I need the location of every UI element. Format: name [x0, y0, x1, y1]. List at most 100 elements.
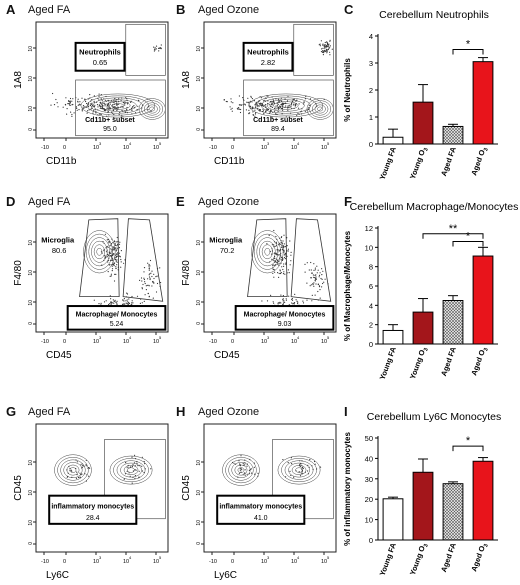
event-dot — [111, 251, 113, 253]
event-dot — [100, 98, 102, 100]
inflammatory-label-box — [216, 494, 306, 525]
event-dot — [254, 109, 256, 111]
event-dot — [117, 253, 119, 255]
event-dot — [326, 44, 329, 46]
event-dot — [263, 113, 265, 115]
event-dot — [110, 303, 112, 305]
event-dot — [326, 51, 328, 53]
event-dot — [298, 107, 300, 109]
x-tick-exponent: 4 — [297, 335, 300, 340]
event-dot — [272, 264, 274, 266]
y-tick-label: 10 — [28, 520, 34, 526]
event-dot — [329, 39, 331, 41]
event-dot — [259, 108, 261, 111]
event-dot — [259, 104, 261, 106]
x-tick-group: Young FA — [378, 145, 398, 181]
event-dot — [110, 252, 112, 254]
event-dot — [276, 254, 278, 256]
x-tick-exponent: 3 — [267, 141, 270, 146]
event-dot — [322, 50, 324, 52]
event-dot — [278, 302, 280, 304]
x-tick-label: 10 — [291, 339, 297, 345]
event-dot — [112, 299, 114, 301]
event-dot — [134, 454, 136, 456]
x-tick-label: 10 — [321, 339, 327, 345]
event-dot — [75, 106, 77, 108]
contour-line — [105, 101, 131, 110]
x-tick-label: 10 — [261, 339, 267, 345]
event-dot — [287, 461, 289, 464]
event-dot — [132, 464, 134, 466]
microglia-gate — [247, 218, 288, 297]
event-dot — [62, 106, 64, 108]
event-dot — [112, 264, 114, 266]
event-dot — [279, 106, 281, 108]
bar-aged-o3 — [472, 460, 494, 541]
event-dot — [88, 103, 90, 105]
contour-line — [66, 464, 80, 476]
contour-line — [254, 95, 317, 116]
event-dot — [108, 264, 110, 266]
y-tick-label: 2 — [369, 321, 373, 330]
event-dot — [77, 100, 79, 102]
contour-line — [251, 230, 284, 274]
event-dot — [291, 102, 293, 104]
event-dot — [288, 295, 290, 297]
event-dot — [321, 268, 323, 270]
event-dot — [143, 277, 145, 279]
event-dot — [151, 270, 153, 272]
neutrophil-gate — [293, 23, 334, 76]
contour-line — [261, 244, 273, 260]
event-dot — [104, 256, 107, 258]
neutrophil-label-box — [74, 41, 126, 72]
event-dot — [155, 276, 157, 278]
event-dot — [291, 299, 294, 301]
event-dot — [148, 274, 150, 276]
event-dot — [322, 43, 324, 45]
event-dot — [271, 244, 273, 246]
event-dot — [130, 107, 132, 109]
event-dot — [313, 285, 315, 287]
event-dot — [108, 241, 110, 243]
x-tick-group: Young FA — [378, 345, 398, 381]
event-dot — [136, 295, 139, 297]
event-dot — [285, 105, 287, 107]
y-tick-label: 30 — [365, 475, 373, 484]
event-dot — [156, 275, 158, 277]
event-dot — [66, 108, 68, 110]
event-dot — [134, 475, 137, 477]
contour-line — [86, 95, 149, 116]
event-dot — [310, 284, 312, 286]
event-dot — [115, 260, 117, 262]
event-dot — [75, 477, 78, 479]
event-dot — [272, 268, 274, 270]
event-dot — [109, 103, 111, 105]
contour-line — [259, 240, 276, 263]
event-dot — [76, 107, 78, 109]
event-dot — [232, 102, 234, 104]
event-dot — [270, 110, 272, 112]
event-dot — [118, 247, 120, 249]
event-dot — [324, 278, 326, 280]
event-dot — [286, 100, 289, 102]
event-dot — [109, 255, 111, 257]
event-dot — [278, 264, 280, 266]
event-dot — [230, 101, 232, 103]
event-dot — [65, 104, 67, 106]
event-dot — [100, 113, 102, 116]
event-dot — [282, 273, 285, 275]
event-dot — [81, 473, 83, 475]
event-dot — [316, 265, 318, 267]
event-dot — [283, 243, 285, 245]
gate-name: Macrophage/ Monocytes — [244, 312, 326, 319]
event-dot — [160, 44, 162, 46]
event-dot — [160, 47, 162, 49]
event-dot — [276, 104, 278, 106]
x-tick-label: 10 — [261, 559, 267, 565]
contour-line — [141, 100, 163, 118]
event-dot — [287, 248, 289, 250]
gate-value: 0.65 — [93, 58, 108, 67]
event-dot — [273, 276, 275, 278]
event-dot — [304, 98, 306, 100]
